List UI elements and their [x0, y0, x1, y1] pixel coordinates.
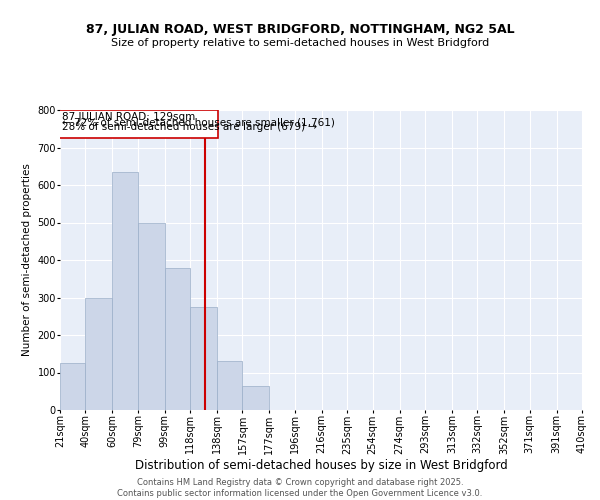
Bar	[59, 110, 218, 138]
Bar	[138, 222, 164, 410]
Bar	[190, 307, 217, 410]
Y-axis label: Number of semi-detached properties: Number of semi-detached properties	[22, 164, 32, 356]
Bar	[112, 172, 138, 410]
Text: 28% of semi-detached houses are larger (679) →: 28% of semi-detached houses are larger (…	[62, 122, 317, 132]
Bar	[85, 298, 112, 410]
Text: 87, JULIAN ROAD, WEST BRIDGFORD, NOTTINGHAM, NG2 5AL: 87, JULIAN ROAD, WEST BRIDGFORD, NOTTING…	[86, 22, 514, 36]
Bar	[242, 386, 269, 410]
X-axis label: Distribution of semi-detached houses by size in West Bridgford: Distribution of semi-detached houses by …	[134, 459, 508, 472]
Text: Contains HM Land Registry data © Crown copyright and database right 2025.
Contai: Contains HM Land Registry data © Crown c…	[118, 478, 482, 498]
Bar	[217, 361, 242, 410]
Text: Size of property relative to semi-detached houses in West Bridgford: Size of property relative to semi-detach…	[111, 38, 489, 48]
Bar	[164, 268, 190, 410]
Bar	[60, 363, 85, 410]
Text: ← 72% of semi-detached houses are smaller (1,761): ← 72% of semi-detached houses are smalle…	[62, 117, 335, 127]
Text: 87 JULIAN ROAD: 129sqm: 87 JULIAN ROAD: 129sqm	[62, 112, 195, 122]
